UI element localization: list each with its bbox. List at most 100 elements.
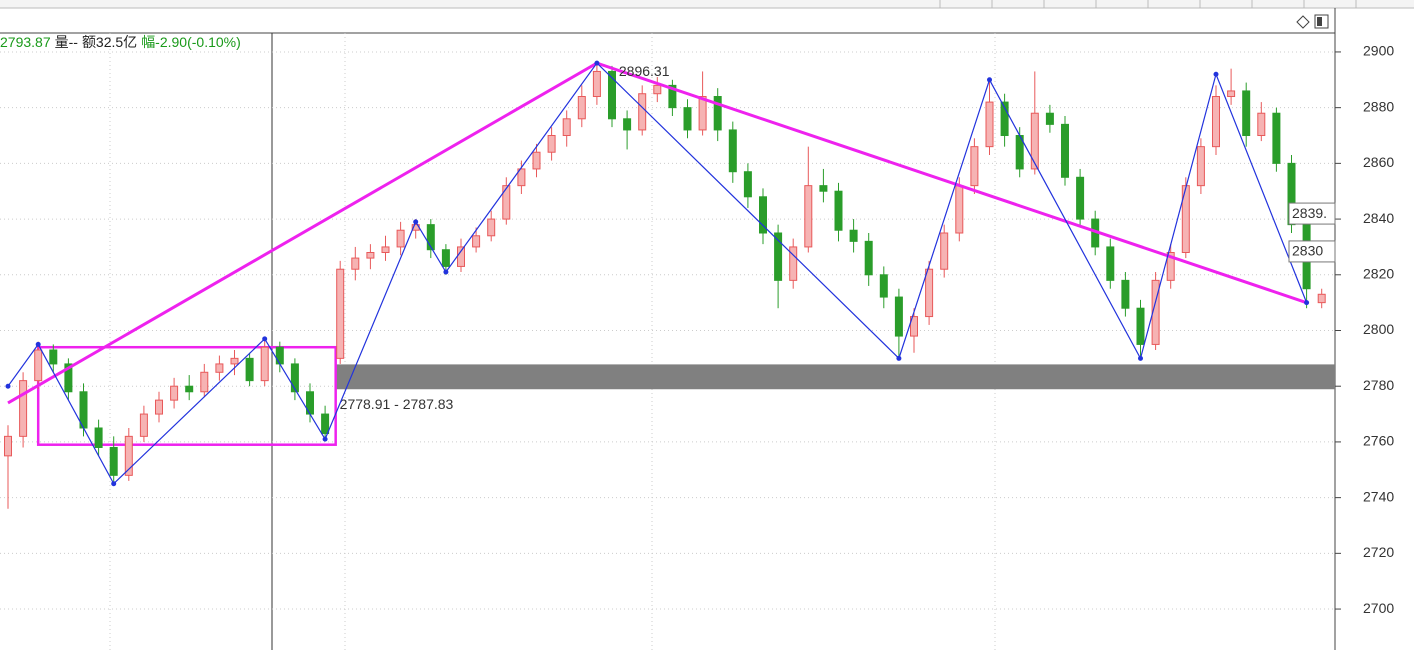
candle-body	[864, 240, 873, 276]
candle-body	[1272, 112, 1281, 164]
candle-body	[321, 413, 330, 435]
candle-body	[547, 135, 556, 153]
price-tag: 2830	[1292, 243, 1323, 259]
zigzag-point	[111, 481, 117, 487]
candle-body	[200, 371, 209, 393]
candle-body	[1287, 162, 1296, 226]
candle-body	[351, 257, 360, 270]
candle-body	[743, 171, 752, 198]
candle-body	[124, 435, 133, 476]
candle-body	[774, 232, 783, 281]
peak-label: 2896.31	[619, 63, 670, 79]
box	[36, 345, 337, 446]
panel-icon[interactable]	[1314, 14, 1329, 29]
candle-body	[4, 435, 12, 457]
panel-icon-fill	[1317, 17, 1322, 26]
candle-body	[155, 399, 163, 415]
y-tick-label: 2800	[1363, 321, 1394, 337]
y-tick-label: 2900	[1363, 43, 1394, 59]
header-item: 额32.5亿	[82, 34, 137, 50]
y-tick-label: 2720	[1363, 544, 1394, 560]
candle-body	[381, 246, 390, 254]
candle-body	[638, 93, 647, 131]
candle-body	[910, 316, 918, 337]
zigzag-point	[1304, 300, 1310, 306]
candle-body	[608, 70, 616, 120]
candle-body	[940, 232, 949, 270]
candle-body	[185, 385, 194, 393]
diamond-icon[interactable]	[1296, 15, 1310, 29]
candle-body	[336, 268, 345, 359]
candle-body	[1212, 96, 1220, 148]
candle-body	[290, 363, 299, 393]
candle-body	[1076, 176, 1085, 220]
candle-body	[245, 357, 254, 382]
vertical-grid	[109, 33, 996, 650]
top-icons[interactable]	[1296, 14, 1329, 29]
zone-label: 2778.91 - 2787.83	[340, 396, 454, 412]
y-tick-label: 2760	[1363, 433, 1394, 449]
zigzag-point	[322, 436, 328, 442]
candle-body	[441, 249, 450, 267]
y-tick-label: 2700	[1363, 600, 1394, 616]
candle-body	[789, 246, 798, 281]
candle-body	[1106, 246, 1115, 281]
candle-body	[1045, 112, 1054, 125]
zigzag-point	[594, 60, 600, 66]
candle-body	[1166, 252, 1175, 281]
candle-body	[275, 346, 284, 365]
candle-body	[577, 96, 586, 120]
price-tag: 2839.	[1292, 205, 1327, 221]
candle-body	[426, 224, 435, 251]
candle-body	[472, 235, 481, 248]
candle-body	[34, 349, 43, 382]
y-tick-label: 2780	[1363, 377, 1394, 393]
candle-body	[139, 413, 148, 437]
zigzag-point	[987, 77, 992, 83]
candle-body	[170, 385, 179, 401]
y-tick-label: 2820	[1363, 265, 1394, 281]
candle-body	[502, 185, 511, 220]
candle-body	[894, 296, 903, 337]
candle-body	[1000, 101, 1009, 137]
candle-body	[955, 185, 964, 234]
candle-body	[804, 185, 813, 248]
candle-body	[487, 218, 496, 237]
candle-body	[879, 274, 888, 298]
price-tag-box	[1288, 202, 1336, 225]
header-item: 幅-2.90(-0.10%)	[141, 34, 241, 50]
candle-body	[623, 118, 632, 131]
zigzag-point	[1213, 71, 1219, 77]
y-tick-label: 2880	[1363, 98, 1394, 114]
candle-body	[985, 101, 994, 148]
candle-body	[109, 446, 118, 476]
candle-body	[230, 357, 239, 365]
zigzag-point	[413, 219, 419, 225]
candle-body	[1242, 90, 1251, 137]
candle-body	[1227, 90, 1236, 98]
candle-body	[1196, 146, 1205, 187]
candle-body	[713, 96, 722, 131]
candle-body	[1317, 293, 1326, 304]
candle-body	[562, 118, 571, 137]
candle-body	[683, 107, 692, 131]
candle-body	[834, 190, 843, 231]
zone	[335, 364, 1335, 390]
candle-body	[698, 96, 707, 131]
toolbar-buttons	[939, 0, 1357, 8]
candle-body	[19, 380, 28, 437]
candle-body	[1030, 112, 1039, 170]
candle-body	[970, 146, 979, 187]
candle-body	[1061, 123, 1069, 178]
toolbar	[0, 0, 1414, 8]
candle-body	[1136, 307, 1145, 345]
zigzag-point	[262, 336, 268, 342]
header: 2793.87 量-- 额32.5亿 幅-2.90(-0.10%)	[0, 34, 241, 50]
candle-body	[366, 252, 375, 259]
candle-body	[49, 349, 58, 365]
y-tick-label: 2840	[1363, 210, 1394, 226]
candle-body	[653, 84, 662, 95]
zigzag-point	[896, 355, 902, 361]
